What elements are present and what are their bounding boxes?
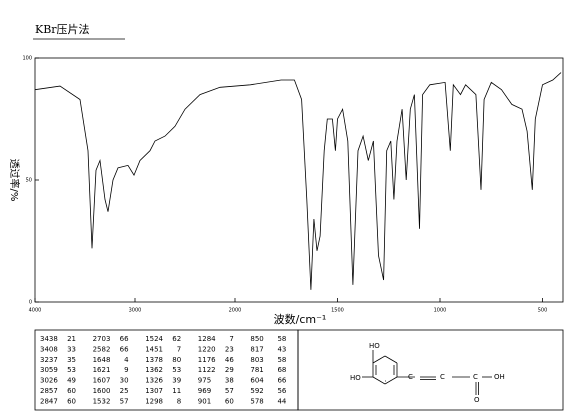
peak-wavenumber: 1307 [145, 387, 163, 395]
peak-wavenumber: 3408 [40, 345, 58, 353]
peak-wavenumber: 592 [250, 387, 263, 395]
peak-transmittance: 80 [172, 356, 181, 364]
peak-transmittance: 58 [277, 335, 286, 343]
x-tick-label: 500 [538, 308, 548, 314]
peak-wavenumber: 2857 [40, 387, 58, 395]
peak-transmittance: 46 [225, 356, 234, 364]
peak-wavenumber: 1607 [93, 377, 111, 385]
x-tick-label: 1000 [434, 308, 447, 314]
y-axis-label: 透过率/% [8, 159, 21, 202]
peak-wavenumber: 901 [198, 397, 211, 405]
peak-wavenumber: 2847 [40, 397, 58, 405]
x-axis-label: 波数/cm⁻¹ [274, 313, 327, 326]
peak-transmittance: 8 [177, 397, 181, 405]
peak-transmittance: 60 [67, 387, 76, 395]
peak-transmittance: 11 [172, 387, 181, 395]
atom-label: HO [350, 374, 361, 382]
peak-transmittance: 57 [225, 387, 234, 395]
peak-wavenumber: 3026 [40, 377, 58, 385]
peak-transmittance: 21 [67, 335, 76, 343]
peak-wavenumber: 1532 [93, 397, 111, 405]
peak-wavenumber: 2703 [93, 335, 111, 343]
peak-transmittance: 25 [120, 387, 129, 395]
peak-transmittance: 66 [120, 345, 129, 353]
y-tick-label: 50 [26, 178, 32, 184]
peak-wavenumber: 3237 [40, 356, 58, 364]
peak-wavenumber: 1600 [93, 387, 111, 395]
peak-wavenumber: 1122 [198, 366, 216, 374]
peak-transmittance: 68 [277, 366, 286, 374]
peak-transmittance: 57 [120, 397, 129, 405]
peak-wavenumber: 3438 [40, 335, 58, 343]
peak-transmittance: 44 [277, 397, 286, 405]
x-tick-label: 2000 [229, 308, 242, 314]
peak-wavenumber: 1176 [198, 356, 216, 364]
peak-transmittance: 33 [67, 345, 76, 353]
atom-label: O [474, 396, 480, 404]
peak-transmittance: 53 [67, 366, 76, 374]
peak-wavenumber: 1220 [198, 345, 216, 353]
peak-transmittance: 60 [225, 397, 234, 405]
peak-transmittance: 35 [67, 356, 76, 364]
peak-transmittance: 66 [120, 335, 129, 343]
peak-wavenumber: 1621 [93, 366, 111, 374]
peak-wavenumber: 1648 [93, 356, 111, 364]
peak-wavenumber: 1362 [145, 366, 163, 374]
x-tick-label: 4000 [29, 308, 42, 314]
peak-wavenumber: 1378 [145, 356, 163, 364]
chart-title: KBr压片法 [35, 22, 90, 36]
carbon: C [473, 373, 478, 381]
peak-wavenumber: 1298 [145, 397, 163, 405]
peak-transmittance: 9 [124, 366, 128, 374]
peak-wavenumber: 3059 [40, 366, 58, 374]
peak-transmittance: 56 [277, 387, 286, 395]
atom-label: OH [494, 373, 505, 381]
x-tick-label: 1500 [331, 308, 344, 314]
peak-transmittance: 43 [277, 345, 286, 353]
y-tick-label: 100 [22, 56, 32, 62]
atom-label: HO [369, 342, 380, 350]
peak-transmittance: 62 [172, 335, 181, 343]
peak-transmittance: 49 [67, 377, 76, 385]
peak-wavenumber: 781 [250, 366, 263, 374]
peak-wavenumber: 604 [250, 377, 264, 385]
structure [362, 350, 492, 395]
peak-transmittance: 53 [172, 366, 181, 374]
peak-transmittance: 7 [229, 335, 233, 343]
peak-transmittance: 60 [67, 397, 76, 405]
spectrum-line [34, 72, 562, 290]
y-tick-label: 0 [29, 300, 32, 306]
peak-wavenumber: 1284 [198, 335, 216, 343]
peak-wavenumber: 578 [250, 397, 263, 405]
peak-wavenumber: 975 [198, 377, 211, 385]
peak-transmittance: 4 [124, 356, 129, 364]
peak-transmittance: 39 [172, 377, 181, 385]
peak-wavenumber: 1326 [145, 377, 163, 385]
peak-transmittance: 38 [225, 377, 234, 385]
structure-frame [297, 329, 564, 411]
plot-frame [34, 57, 564, 303]
peak-transmittance: 58 [277, 356, 286, 364]
peak-transmittance: 7 [177, 345, 181, 353]
peak-wavenumber: 1451 [145, 345, 163, 353]
peak-wavenumber: 969 [198, 387, 211, 395]
peak-transmittance: 29 [225, 366, 234, 374]
chain: C [408, 373, 413, 381]
peak-transmittance: 66 [277, 377, 286, 385]
peak-transmittance: 30 [120, 377, 129, 385]
peak-wavenumber: 803 [250, 356, 263, 364]
chain: C [440, 373, 445, 381]
peak-wavenumber: 850 [250, 335, 263, 343]
peak-wavenumber: 1524 [145, 335, 163, 343]
peak-wavenumber: 2582 [93, 345, 111, 353]
x-tick-label: 3000 [129, 308, 142, 314]
peak-transmittance: 23 [225, 345, 234, 353]
peak-wavenumber: 817 [250, 345, 263, 353]
